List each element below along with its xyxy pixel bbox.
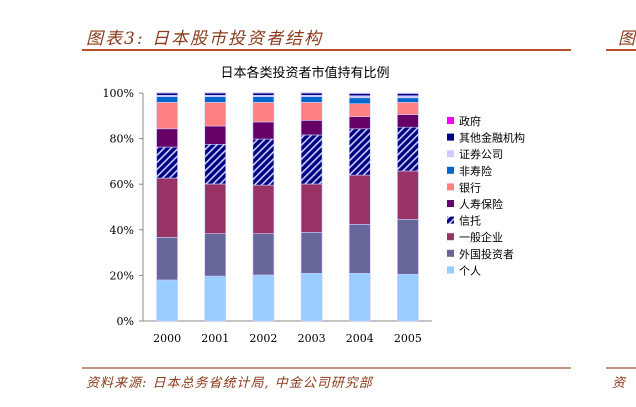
legend-swatch — [447, 233, 454, 241]
bar-segment-2001-8 — [204, 92, 227, 96]
legend-label: 银行 — [459, 180, 481, 194]
bar-segment-2000-8 — [156, 92, 178, 96]
legend-label: 外国投资者 — [459, 247, 514, 261]
x-tick-label: 2004 — [346, 332, 374, 345]
bar-segment-2001-5 — [204, 102, 227, 127]
bar-segment-2004-4 — [348, 116, 371, 130]
title-divider-next — [606, 49, 636, 51]
footer-divider-next — [606, 367, 636, 369]
bar-segment-2005-1 — [397, 219, 419, 275]
clipped-next-figure-title: 图 — [618, 29, 635, 49]
legend-label: 个人 — [459, 264, 481, 277]
legend-swatch — [447, 249, 454, 257]
legend-label: 非寿险 — [459, 164, 492, 178]
bar-segment-2000-5 — [156, 102, 178, 130]
bar-segment-2001-3 — [204, 144, 227, 185]
legend-swatch — [447, 133, 454, 141]
bar-segment-2000-6 — [156, 96, 178, 103]
y-tick-label: 80% — [110, 133, 134, 146]
legend-swatch — [447, 117, 454, 124]
bar-segment-2005-6 — [397, 97, 419, 103]
bar-segment-2000-4 — [156, 128, 178, 148]
y-tick-label: 100% — [103, 87, 134, 100]
bar-segment-2004-2 — [348, 174, 371, 225]
bar-segment-2005-5 — [397, 102, 419, 115]
bar-segment-2005-2 — [397, 170, 419, 220]
x-tick-label: 2000 — [153, 332, 181, 345]
bar-segment-2003-8 — [300, 92, 323, 96]
bar-segment-2005-3 — [397, 126, 419, 172]
bar-segment-2002-0 — [252, 274, 275, 322]
bar-segment-2001-6 — [204, 96, 227, 103]
chart-title: 日本各类投资者市值持有比例 — [220, 65, 389, 81]
legend-label: 信托 — [459, 214, 481, 228]
bar-segment-2000-0 — [156, 279, 178, 322]
y-tick-label: 60% — [110, 178, 134, 191]
bar-segment-2004-3 — [348, 128, 371, 176]
bar-segment-2004-0 — [348, 273, 371, 322]
bar-segment-2001-2 — [204, 183, 227, 234]
bar-segment-2002-4 — [252, 121, 275, 140]
figure-title: 图表3: 日本股市投资者结构 — [86, 29, 323, 49]
bar-segment-2003-1 — [300, 232, 323, 274]
x-tick-label: 2003 — [298, 332, 326, 345]
legend-label: 政府 — [459, 114, 481, 128]
y-tick-label: 0% — [117, 315, 134, 328]
bar-segment-2003-5 — [300, 102, 323, 121]
bar-segment-2004-7 — [348, 95, 371, 99]
bar-segment-2005-4 — [397, 114, 419, 128]
y-tick-label: 20% — [110, 269, 134, 282]
clipped-next-source-note: 资 — [612, 376, 626, 391]
legend-label: 人寿保险 — [459, 197, 503, 211]
bar-segment-2002-8 — [252, 92, 275, 96]
bar-segment-2000-2 — [156, 177, 178, 238]
bar-segment-2003-4 — [300, 120, 323, 136]
x-tick-label: 2002 — [249, 332, 277, 345]
bar-segment-2002-1 — [252, 233, 275, 276]
bar-segment-2002-5 — [252, 102, 275, 123]
bar-segment-2004-1 — [348, 224, 371, 274]
bar-segment-2004-5 — [348, 103, 371, 118]
legend-label: 一般企业 — [459, 230, 503, 244]
y-tick-label: 40% — [110, 224, 134, 237]
bar-segment-2003-3 — [300, 134, 323, 185]
legend-swatch — [447, 150, 454, 158]
bar-segment-2003-0 — [300, 273, 323, 322]
bar-segment-2004-6 — [348, 97, 371, 105]
legend-label: 其他金融机构 — [459, 131, 525, 145]
legend-swatch — [447, 183, 454, 191]
bar-segment-2000-1 — [156, 237, 178, 281]
x-tick-label: 2005 — [394, 332, 422, 345]
title-divider — [82, 49, 571, 51]
bar-segment-2001-0 — [204, 275, 227, 322]
bar-segment-2001-4 — [204, 125, 227, 145]
legend-swatch — [447, 216, 454, 224]
x-tick-label: 2001 — [201, 332, 229, 345]
bar-segment-2002-6 — [252, 96, 275, 103]
bar-segment-2005-8 — [397, 93, 419, 97]
bar-segment-2005-0 — [397, 273, 419, 322]
bar-segment-2001-1 — [204, 233, 227, 277]
bar-segment-2000-3 — [156, 146, 178, 179]
legend-swatch — [447, 166, 454, 174]
legend-label: 证券公司 — [459, 147, 503, 161]
bar-segment-2004-8 — [348, 93, 371, 97]
bar-segment-2005-7 — [397, 95, 419, 99]
bar-segment-2002-2 — [252, 184, 275, 234]
legend-swatch — [447, 200, 454, 207]
legend-swatch — [447, 266, 454, 274]
footer-divider — [82, 367, 571, 369]
bar-segment-2003-2 — [300, 183, 323, 233]
bar-segment-2003-6 — [300, 96, 323, 103]
bar-segment-2002-3 — [252, 138, 275, 186]
source-note: 资料来源: 日本总务省统计局, 中金公司研究部 — [86, 376, 373, 391]
